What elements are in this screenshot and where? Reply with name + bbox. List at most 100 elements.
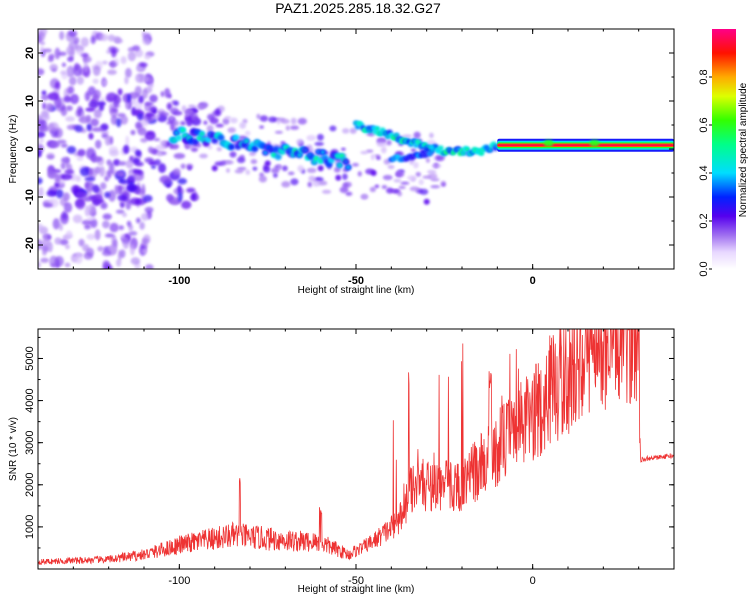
spectrogram-cell-486 (321, 189, 332, 194)
spectrogram-cell-525 (400, 181, 410, 185)
spectrogram-cell-981 (370, 170, 377, 176)
spectrogram-cell-768 (272, 153, 276, 157)
snr-x-tick-label-0: 0 (530, 575, 536, 587)
spectrogram-cell-706 (175, 134, 183, 141)
spectrogram-cell-592 (222, 118, 230, 125)
spectrogram-cell-688 (203, 120, 208, 125)
spectrogram-cell-348 (74, 124, 84, 133)
spectrogram-cell-655 (409, 186, 420, 192)
spectrogram-cell-272 (81, 219, 92, 226)
spectrogram-cell-97 (40, 41, 46, 46)
spectrogram-cell-978 (426, 151, 433, 157)
snr-y-tick-label-4000: 4000 (24, 388, 36, 412)
spectrogram-cell-685 (159, 111, 170, 117)
spectrogram-cell-334 (42, 102, 47, 110)
spectrogram-cell-621 (245, 169, 251, 175)
spectrogram-cell-644 (377, 138, 386, 143)
spectrogram-cell-489 (349, 127, 357, 134)
spectrogram-cell-531 (155, 144, 166, 151)
spectrogram-cell-258 (49, 255, 58, 268)
spectrogram-cell-687 (361, 195, 367, 199)
spectrogram-cell-567 (256, 113, 261, 120)
spectrogram-cell-109 (102, 213, 112, 220)
spectrogram-cell-540 (402, 134, 413, 138)
spectrogram-cell-319 (67, 56, 74, 62)
spectrogram-cell-982 (335, 174, 342, 181)
spectrogram-cell-492 (314, 141, 325, 146)
spectrogram-cell-447 (116, 171, 125, 178)
spectrogram-cell-696 (297, 117, 307, 125)
spectrogram-cell-534 (191, 116, 198, 122)
spectrogram-cell-157 (41, 244, 50, 253)
spectrogram-cell-96 (125, 67, 132, 78)
spectrogram-cell-468 (38, 119, 45, 126)
spectrogram-cell-418 (38, 149, 42, 158)
spectrogram-cell-318 (115, 38, 123, 44)
spectrogram-cell-523 (144, 101, 154, 107)
spectrogram-cell-482 (415, 171, 422, 177)
spectrogram-cell-649 (410, 148, 417, 152)
spectrogram-cell-170 (60, 106, 68, 117)
spectrogram-cell-197 (94, 139, 102, 149)
spectrogram-cell-453 (47, 169, 57, 179)
spectrogram-cell-452 (43, 202, 53, 208)
spectrogram-cell-289 (72, 64, 83, 77)
spectrogram-frame (37, 28, 675, 270)
spectrogram-cell-636 (207, 145, 213, 150)
spectrogram-cell-92 (60, 162, 66, 170)
spectrogram-cell-630 (357, 171, 362, 177)
spectrogram-cell-320 (134, 149, 142, 157)
spectrogram-cell-563 (287, 171, 295, 176)
spectrogram-cell-392 (167, 93, 172, 99)
spectrogram-cell-558 (342, 128, 350, 134)
spectrogram-cell-199 (72, 214, 83, 224)
spectrogram-cell-494 (369, 186, 377, 193)
spectrogram-cell-49 (135, 217, 141, 224)
spectrogram-cell-89 (86, 233, 96, 240)
spectrogram-cell-141 (59, 238, 69, 246)
spectrogram-cell-469 (159, 175, 172, 184)
spectrogram-cell-734 (217, 134, 225, 141)
spectrogram-cell-412 (135, 121, 143, 129)
spectrogram-cell-933 (465, 148, 469, 151)
spectrogram-cell-19 (89, 218, 98, 228)
spectrogram-cell-104 (102, 220, 110, 229)
spectrogram-cell-430 (166, 183, 171, 188)
spectrogram-cell-278 (119, 115, 129, 125)
spectrogram-cell-457 (191, 192, 196, 201)
colorbar-label: Normalized spectral amplitude (738, 82, 749, 217)
spectrogram-cell-547 (144, 157, 154, 164)
spectrogram-cell-384 (126, 94, 132, 102)
spectrogram-cell-390 (88, 132, 94, 140)
spectrogram-cell-459 (88, 100, 99, 109)
spectrogram-cell-80 (126, 220, 132, 227)
spectrogram-cell-676 (263, 166, 271, 173)
spectrogram-cell-260 (139, 62, 148, 68)
spectrogram-cell-297 (104, 135, 111, 146)
spectrogram-cell-901 (430, 149, 434, 153)
spectrogram-cell-423 (66, 145, 77, 154)
spectrogram-cell-605 (395, 151, 403, 156)
spectrogram-cell-625 (406, 175, 417, 181)
spectrogram-cell-238 (105, 265, 113, 269)
colorbar-tick-label-0.4: 0.4 (698, 165, 710, 180)
spectrogram-cell-299 (43, 114, 50, 121)
spectrogram-x-axis-label: Height of straight line (km) (298, 285, 415, 296)
spectrogram-cell-668 (345, 191, 353, 196)
spectrogram-cell-402 (49, 140, 61, 148)
spectrogram-cell-629 (427, 169, 437, 175)
spectrogram-cell-640 (258, 175, 267, 183)
spectrogram-cell-235 (139, 221, 145, 230)
spectrogram-cell-544 (268, 116, 277, 123)
spectrogram-cell-444 (63, 95, 72, 103)
spectrogram-cell-647 (259, 172, 265, 177)
spectrogram-cell-364 (77, 148, 86, 157)
spectrogram-cell-535 (352, 162, 359, 167)
colorbar-tick-label-0.8: 0.8 (698, 69, 710, 84)
spectrogram-cell-786 (297, 153, 302, 157)
spectrogram-cell-529 (227, 127, 236, 133)
spectrogram-cell-331 (187, 165, 192, 171)
snr-y-tick-label-5000: 5000 (24, 346, 36, 370)
spectrogram-cell-762 (263, 151, 268, 155)
